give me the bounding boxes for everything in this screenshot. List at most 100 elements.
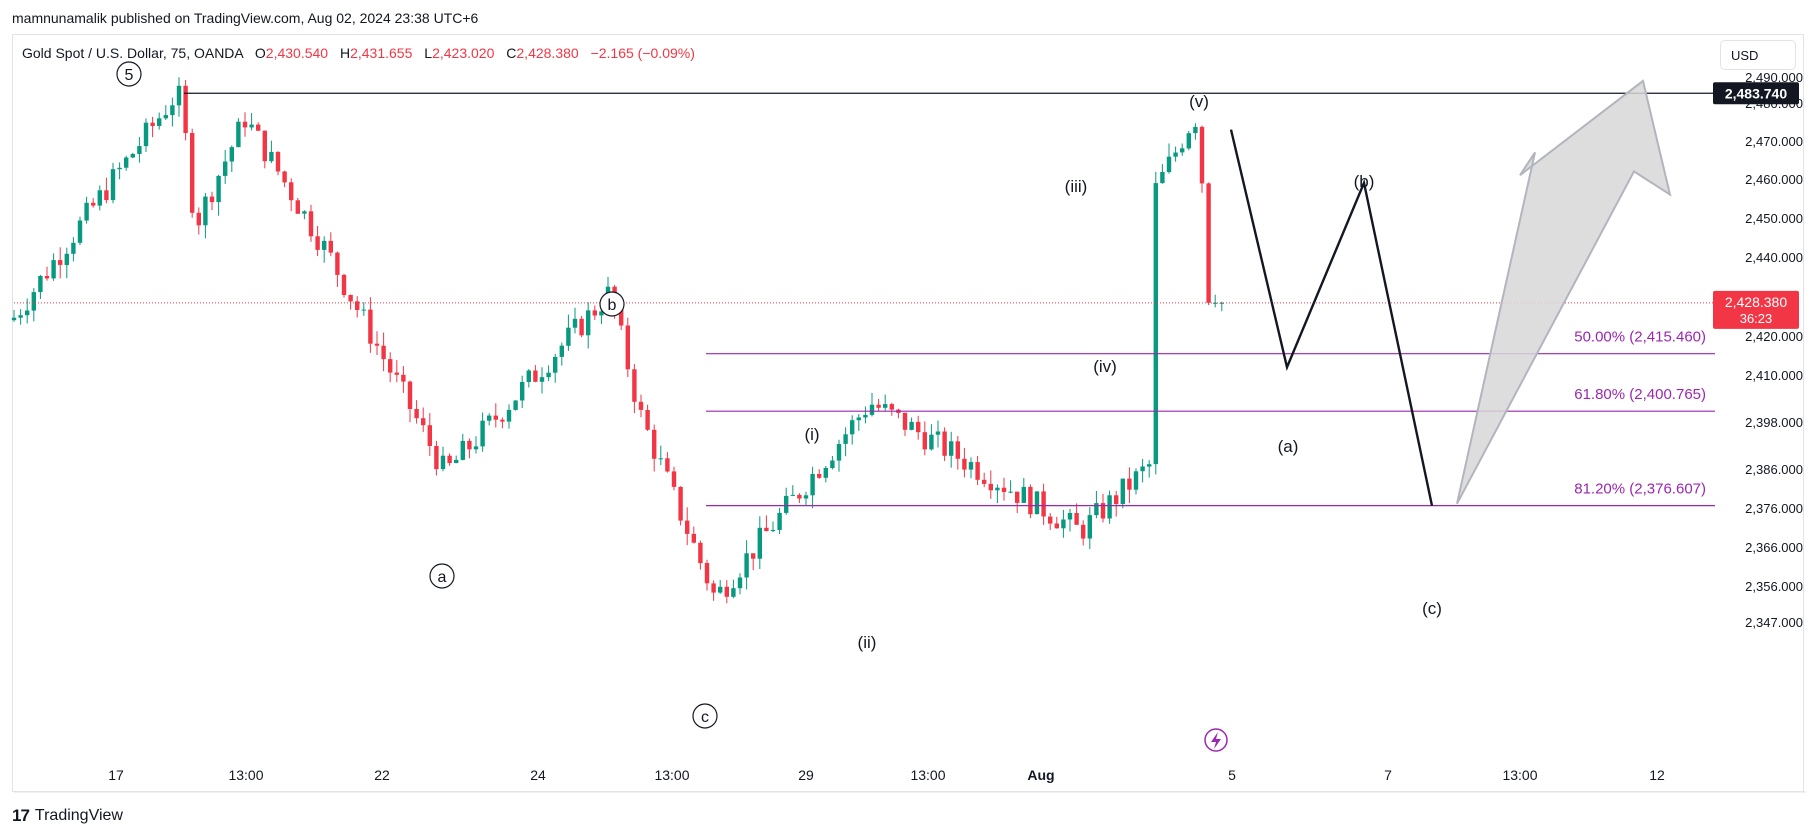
drawings-layer: 5 a b c (i) (ii) (iii) (iv) (v) (a) (b) (c) — [116, 61, 1672, 752]
candle-body — [381, 345, 386, 360]
candle-body — [968, 462, 974, 470]
candle-body — [216, 175, 221, 203]
x-tick-label: 13:00 — [654, 767, 689, 783]
candle-body — [520, 382, 525, 401]
candle-body — [302, 211, 307, 214]
candle-body — [922, 432, 927, 450]
wave-label: c — [701, 709, 709, 726]
candle-body — [183, 85, 188, 133]
candle-body — [1213, 302, 1218, 304]
candle-body — [170, 105, 175, 116]
symbol-name[interactable]: Gold Spot / U.S. Dollar, 75, OANDA — [22, 45, 243, 61]
candle-body — [592, 310, 597, 316]
candle-body — [1166, 156, 1172, 173]
candle-body — [572, 318, 578, 328]
x-tick-label: 7 — [1384, 767, 1392, 783]
close-value: 2,428.380 — [516, 45, 579, 61]
candle-body — [130, 154, 135, 158]
x-tick-label: 17 — [108, 767, 124, 783]
candle-body — [632, 369, 637, 402]
candle-body — [421, 418, 426, 426]
currency-button[interactable]: USD — [1720, 40, 1796, 70]
candle-body — [242, 121, 248, 128]
low-value: 2,423.020 — [432, 45, 495, 61]
candle-body — [1199, 126, 1205, 184]
candle-body — [1074, 513, 1079, 525]
candle-body — [724, 586, 729, 597]
wave-label-circle — [116, 61, 142, 87]
candle-body — [91, 202, 96, 206]
y-tick-label: 2,410.000 — [1745, 368, 1803, 383]
candle-body — [731, 588, 736, 597]
candle-body — [665, 458, 670, 472]
close-label: C — [506, 45, 517, 61]
y-tick-label: 2,490.000 — [1745, 70, 1803, 85]
y-tick-label: 2,356.000 — [1745, 579, 1803, 594]
candle-body — [1094, 503, 1099, 516]
candle-body — [526, 370, 531, 382]
candle-body — [289, 182, 294, 201]
candle-body — [671, 471, 677, 487]
fib-level-label: 81.20% (2,376.607) — [1574, 481, 1706, 498]
candle-body — [955, 441, 960, 459]
candle-body — [124, 157, 129, 168]
candle-body — [315, 236, 320, 250]
candle-body — [1034, 491, 1040, 515]
candle-body — [559, 345, 564, 357]
candle-body — [1001, 487, 1007, 492]
candle-body — [209, 196, 215, 203]
y-tick-label: 2,420.000 — [1745, 329, 1803, 344]
candle-body — [308, 211, 314, 237]
projection-path[interactable] — [1229, 129, 1434, 506]
candle-body — [506, 409, 512, 422]
target-arrow-icon[interactable] — [1456, 79, 1672, 505]
candle-body — [84, 202, 89, 221]
candle-body — [460, 440, 465, 460]
resistance-price-text: 2,483.740 — [1725, 85, 1787, 101]
candle-body — [553, 356, 558, 373]
y-tick-label: 2,398.000 — [1745, 415, 1803, 430]
tradingview-logo[interactable]: 17 TradingView — [12, 806, 123, 826]
candle-body — [25, 310, 30, 316]
candle-body — [97, 190, 102, 206]
candle-body — [157, 118, 162, 126]
candle-body — [176, 85, 182, 106]
x-tick-label: 29 — [798, 767, 814, 783]
wave-label-circle — [429, 563, 455, 589]
candle-body — [566, 327, 571, 346]
tradingview-mark-icon: 17 — [12, 806, 30, 825]
candle-body — [1186, 133, 1191, 149]
candle-body — [322, 240, 327, 250]
candle-body — [1219, 302, 1224, 304]
candle-body — [1015, 491, 1020, 503]
candle-body — [1107, 495, 1112, 519]
candle-body — [394, 372, 399, 375]
candle-body — [935, 431, 941, 435]
candle-body — [1048, 516, 1053, 524]
candle-body — [262, 130, 267, 162]
wave-label-circle — [599, 291, 625, 317]
candle-body — [500, 419, 505, 422]
candle-body — [361, 309, 366, 311]
candle-body — [916, 421, 921, 433]
resistance-price-badge — [1713, 82, 1799, 105]
open-label: O — [254, 45, 266, 61]
candle-body — [104, 190, 109, 201]
candle-body — [341, 274, 347, 295]
y-tick-label: 2,450.000 — [1745, 211, 1803, 226]
candle-body — [480, 420, 485, 447]
candle-body — [1147, 464, 1152, 467]
candle-body — [58, 260, 63, 265]
candle-body — [711, 583, 716, 593]
candle-body — [869, 404, 875, 415]
tradingview-brand: TradingView — [34, 807, 123, 824]
candle-body — [236, 121, 241, 148]
candle-body — [77, 220, 83, 243]
x-tick-label: 13:00 — [910, 767, 945, 783]
y-tick-label: 2,440.000 — [1745, 250, 1803, 265]
candle-body — [434, 446, 439, 470]
candle-body — [454, 459, 459, 463]
x-tick-label: Aug — [1027, 767, 1054, 783]
candle-body — [843, 434, 848, 444]
